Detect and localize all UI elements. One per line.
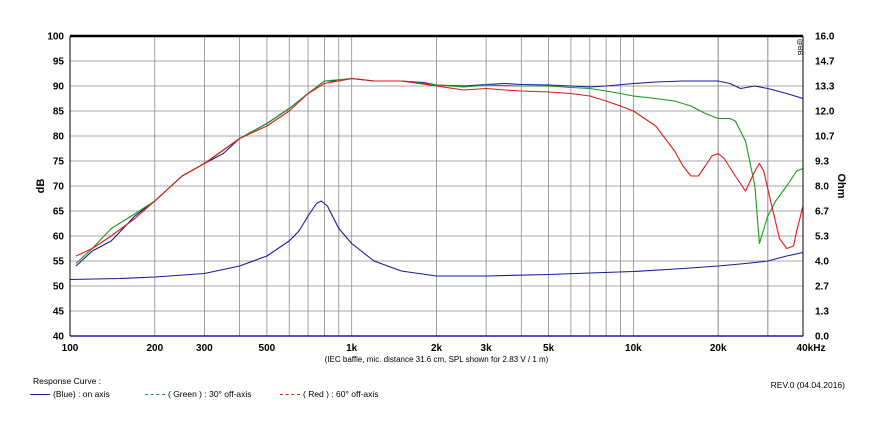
y-tick-label: 65	[53, 207, 65, 218]
y-tick-label: 100	[47, 32, 64, 43]
curves	[69, 77, 804, 281]
legend-swatch	[280, 393, 300, 395]
legend-item: (Blue) : on axis	[30, 389, 110, 399]
watermark: @BB	[796, 39, 803, 56]
y2-tick-label: 2.7	[815, 282, 829, 293]
x-tick-label: 20k	[710, 343, 727, 354]
y2-tick-label: 1.3	[815, 307, 829, 318]
y2-tick-label: 16.0	[815, 32, 835, 43]
x-tick-label: 10k	[625, 343, 642, 354]
chart-caption: (IEC baffle, mic. distance 31.6 cm, SPL …	[325, 355, 549, 364]
legend-item: ( Green ) : 30° off-axis	[145, 389, 252, 399]
x-tick-label: 2k	[431, 343, 443, 354]
y2-tick-label: 10.7	[815, 132, 835, 143]
y-tick-label: 50	[53, 282, 65, 293]
curve-60-off-axis	[75, 77, 804, 257]
y-tick-label: 55	[53, 257, 65, 268]
y2-tick-label: 12.0	[815, 107, 835, 118]
y-tick-label: 80	[53, 132, 65, 143]
y2-tick-label: 9.3	[815, 157, 829, 168]
y-tick-label: 95	[53, 57, 65, 68]
curve-on-axis	[75, 77, 804, 267]
x-tick-label: 200	[146, 343, 163, 354]
revision-label: REV.0 (04.04.2016)	[770, 380, 845, 390]
y-tick-label: 75	[53, 157, 65, 168]
y2-tick-label: 6.7	[815, 207, 829, 218]
y-tick-label: 85	[53, 107, 65, 118]
y-tick-label: 70	[53, 182, 65, 193]
legend-label: ( Green ) : 30° off-axis	[168, 389, 252, 399]
legend-swatch	[145, 393, 165, 395]
y2-tick-label: 5.3	[815, 232, 829, 243]
legend-swatch	[30, 393, 50, 395]
x-tick-label: 100	[62, 343, 79, 354]
y2-tick-label: 4.0	[815, 257, 829, 268]
y2-axis-title: Ohm	[835, 173, 847, 198]
x-tick-label: 1k	[346, 343, 358, 354]
x-tick-label: 300	[196, 343, 213, 354]
y-tick-label: 60	[53, 232, 65, 243]
legend-title: Response Curve :	[33, 376, 102, 386]
x-tick-label: 5k	[543, 343, 555, 354]
legend-label: (Blue) : on axis	[53, 389, 110, 399]
y-tick-label: 40	[53, 332, 65, 343]
y-axis-title: dB	[35, 179, 47, 194]
y-tick-label: 90	[53, 82, 65, 93]
plot-frame	[69, 34, 804, 337]
y2-tick-label: 13.3	[815, 82, 835, 93]
axis-labels: 100 95 90 85 80 75 70 65 60 55 50 45 40 16.0 14.7 13.3 1…	[35, 32, 847, 365]
y-tick-label: 45	[53, 307, 65, 318]
y2-tick-label: 14.7	[815, 57, 835, 68]
y2-tick-label: 8.0	[815, 182, 829, 193]
legend-item: ( Red ) : 60° off-axis	[280, 389, 379, 399]
curve-impedance	[69, 200, 804, 281]
x-tick-label: 40kHz	[797, 343, 826, 354]
y2-tick-label: 0.0	[815, 332, 829, 343]
x-tick-label: 3k	[481, 343, 493, 354]
legend-label: ( Red ) : 60° off-axis	[303, 389, 379, 399]
x-tick-label: 500	[259, 343, 276, 354]
